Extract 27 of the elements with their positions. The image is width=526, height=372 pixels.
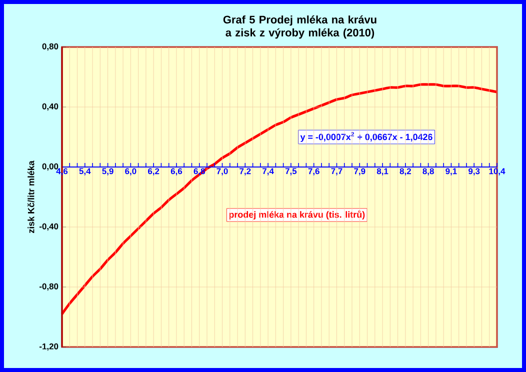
x-tick-label: 6,0 [125,168,136,176]
x-axis-title: prodej mléka na krávu (tis. litrů) [229,210,365,220]
x-tick-label: 7,2 [240,168,251,176]
x-tick-label: 8,1 [376,168,388,176]
x-tick-label: 8,2 [400,168,411,176]
x-tick-label: 9,3 [468,168,480,176]
x-tick-label: 5,4 [79,168,91,176]
y-tick-label: 0,00 [42,163,58,171]
x-tick-label: 7,0 [216,168,228,176]
chart-title: Graf 5 Prodej mléka na krávu a zisk z výroby mléka (2010) [223,15,376,39]
x-tick-label: 9,1 [446,168,457,176]
x-tick-label: 8,8 [422,168,434,176]
x-tick-label: 7,7 [331,168,342,176]
annotation: y = -0,0007x$^{2}$ + 0,0667x - 1,0426 [300,132,432,142]
x-tick-label: 7,6 [308,168,320,176]
y-axis-title: zisk Kč/litr mléka [27,160,34,234]
y-tick-label: -0,40 [40,223,58,231]
y-tick-label: 0,80 [42,43,58,51]
x-tick-label: 7,4 [262,168,274,176]
x-tick-label: 7,9 [354,168,366,176]
x-tick-label: 6,6 [170,168,182,176]
y-tick-label: -1,20 [40,343,58,351]
y-tick-label: -0,80 [40,283,58,291]
x-tick-label: 7,5 [285,168,297,176]
y-tick-label: 0,40 [42,103,58,111]
x-tick-label: 6,2 [148,168,160,176]
x-tick-label: 5,9 [102,168,114,176]
